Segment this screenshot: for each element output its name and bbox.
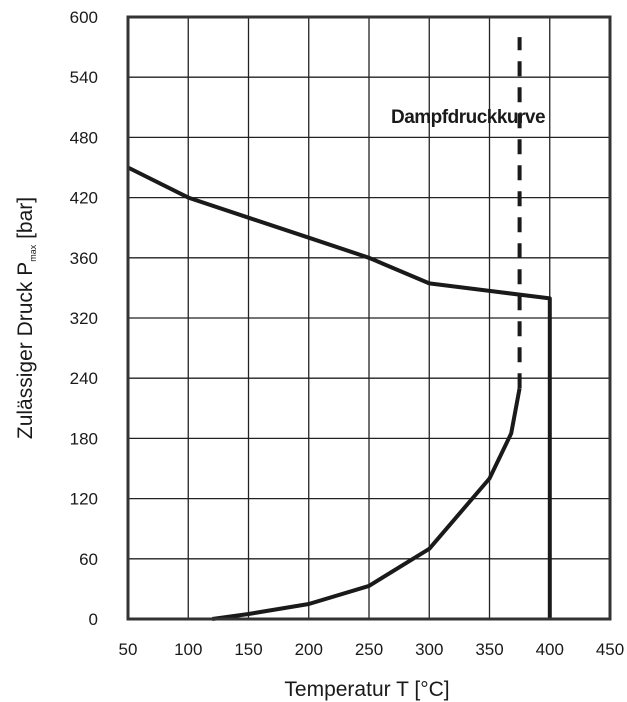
annotation-dampfdruckkurve: Dampfdruckkurve: [391, 107, 545, 128]
series-line-0: [128, 168, 550, 620]
y-tick-label-6: 360: [70, 249, 98, 268]
x-tick-label-0: 50: [119, 640, 138, 659]
y-tick-label-3: 180: [70, 429, 98, 448]
y-tick-label-7: 420: [70, 189, 98, 208]
y-tick-labels: 0 60 120 180 240 320 360 420 480 540 600: [70, 8, 98, 629]
y-tick-label-9: 540: [70, 68, 98, 87]
y-tick-label-5: 320: [70, 309, 98, 328]
y-axis-label-main: Zulässiger Druck P: [14, 262, 37, 439]
y-tick-label-8: 480: [70, 128, 98, 147]
x-tick-label-1: 100: [174, 640, 202, 659]
x-tick-label-6: 350: [475, 640, 503, 659]
x-tick-label-8: 450: [596, 640, 624, 659]
x-tick-label-4: 250: [355, 640, 383, 659]
series-line-1: [212, 388, 519, 619]
y-axis-label: Zulässiger Druck Pmax [bar]: [14, 197, 38, 439]
x-tick-labels: 50 100 150 200 250 300 350 400 450: [119, 640, 625, 659]
y-tick-label-0: 0: [89, 610, 98, 629]
y-axis-label-subscript: max: [28, 244, 38, 262]
x-axis-label: Temperatur T [°C]: [284, 678, 449, 701]
y-tick-label-1: 60: [79, 550, 98, 569]
y-tick-label-2: 120: [70, 490, 98, 509]
x-tick-label-3: 200: [295, 640, 323, 659]
y-tick-label-10: 600: [70, 8, 98, 27]
y-axis-label-unit: [bar]: [14, 197, 37, 245]
x-tick-label-2: 150: [234, 640, 262, 659]
y-tick-label-4: 240: [70, 369, 98, 388]
x-tick-label-7: 400: [536, 640, 564, 659]
x-tick-label-5: 300: [415, 640, 443, 659]
